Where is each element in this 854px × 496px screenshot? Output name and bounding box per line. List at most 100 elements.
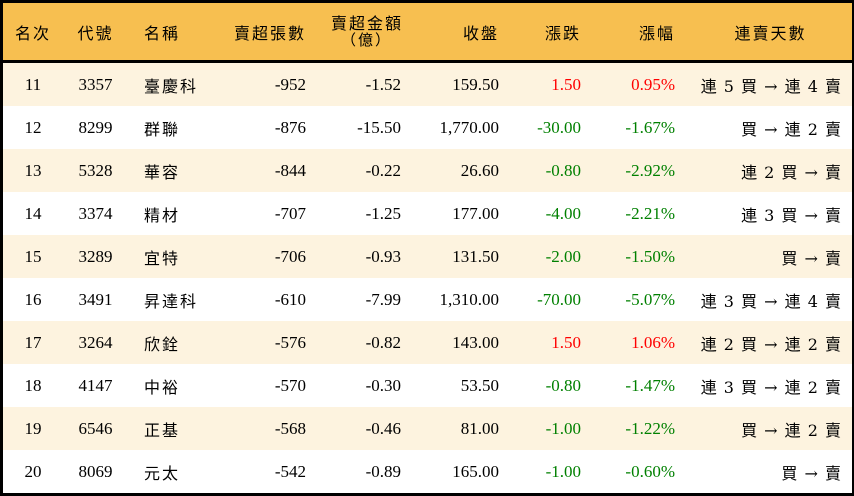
change-pct-cell: 0.95%	[631, 74, 675, 94]
change-pct-cell: -0.60%	[625, 461, 675, 481]
change-pct-cell: -1.50%	[625, 246, 675, 266]
header-rank[interactable]: 名次	[14, 23, 51, 43]
rank-cell: 17	[24, 332, 42, 352]
net-sell-ranking-table: 名次 代號 名稱 賣超張數 賣超金額 （億） 收盤 漲跌 漲幅 連賣天數 11 3…	[3, 3, 852, 493]
name-cell: 華容	[144, 162, 181, 182]
table-row[interactable]: 13 5328 華容 -844 -0.22 26.60 -0.80 -2.92% 連 2 買 →…	[3, 149, 852, 192]
rank-cell: 19	[24, 418, 42, 438]
header-streak[interactable]: 連賣天數	[734, 23, 807, 43]
header-change-pct[interactable]: 漲幅	[638, 23, 675, 43]
change-cell: -1.00	[545, 461, 581, 481]
header-change[interactable]: 漲跌	[544, 23, 581, 43]
net-sell-lots-cell: -542	[274, 461, 306, 481]
close-cell: 1,770.00	[439, 117, 500, 137]
code-cell: 4147	[78, 375, 113, 395]
table-row[interactable]: 19 6546 正基 -568 -0.46 81.00 -1.00 -1.22% 買 → 連 2…	[3, 407, 852, 450]
header-net-sell-amount-label: 賣超金額	[330, 13, 403, 33]
close-cell: 81.00	[460, 418, 499, 438]
net-sell-amount-cell: -7.99	[365, 289, 401, 309]
name-cell: 元太	[144, 463, 181, 483]
streak-cell: 連 3 買 → 賣	[741, 205, 842, 225]
change-cell: 1.50	[551, 332, 581, 352]
net-sell-amount-cell: -0.22	[365, 160, 401, 180]
close-cell: 131.50	[452, 246, 499, 266]
change-cell: -0.80	[545, 160, 581, 180]
header-row: 名次 代號 名稱 賣超張數 賣超金額 （億） 收盤 漲跌 漲幅 連賣天數	[3, 3, 852, 60]
streak-cell: 買 → 連 2 賣	[741, 119, 842, 139]
rank-cell: 18	[24, 375, 42, 395]
rank-cell: 15	[24, 246, 42, 266]
net-sell-lots-cell: -706	[274, 246, 306, 266]
net-sell-amount-cell: -0.93	[365, 246, 401, 266]
table-row[interactable]: 17 3264 欣銓 -576 -0.82 143.00 1.50 1.06% 連 2 買 → …	[3, 321, 852, 364]
change-cell: -30.00	[537, 117, 581, 137]
streak-cell: 連 3 買 → 連 2 賣	[700, 377, 842, 397]
code-cell: 3357	[78, 74, 113, 94]
change-cell: -70.00	[537, 289, 581, 309]
change-pct-cell: -1.67%	[625, 117, 675, 137]
streak-cell: 買 → 賣	[781, 463, 842, 483]
header-net-sell-lots[interactable]: 賣超張數	[233, 23, 306, 43]
rank-cell: 11	[24, 74, 42, 94]
header-net-sell-amount-unit: （億）	[340, 30, 392, 49]
change-pct-cell: 1.06%	[631, 332, 675, 352]
net-sell-amount-cell: -0.82	[365, 332, 401, 352]
change-pct-cell: -1.47%	[625, 375, 675, 395]
header-name[interactable]: 名稱	[144, 23, 181, 43]
net-sell-lots-cell: -707	[274, 203, 306, 223]
code-cell: 6546	[78, 418, 113, 438]
name-cell: 正基	[144, 420, 181, 440]
net-sell-amount-cell: -0.30	[365, 375, 401, 395]
streak-cell: 連 2 買 → 連 2 賣	[700, 334, 842, 354]
rank-cell: 13	[24, 160, 42, 180]
change-cell: -0.80	[545, 375, 581, 395]
header-close[interactable]: 收盤	[462, 23, 499, 43]
table-row[interactable]: 14 3374 精材 -707 -1.25 177.00 -4.00 -2.21% 連 3 買 …	[3, 192, 852, 235]
name-cell: 臺慶科	[144, 76, 199, 96]
table-row[interactable]: 20 8069 元太 -542 -0.89 165.00 -1.00 -0.60% 買 → 賣	[3, 450, 852, 493]
streak-cell: 連 2 買 → 賣	[741, 162, 842, 182]
rank-cell: 20	[24, 461, 42, 481]
name-cell: 群聯	[144, 119, 181, 139]
net-sell-amount-cell: -1.52	[365, 74, 401, 94]
name-cell: 中裕	[144, 377, 181, 397]
close-cell: 1,310.00	[439, 289, 500, 309]
header-divider	[3, 60, 852, 63]
streak-cell: 買 → 賣	[781, 248, 842, 268]
header-net-sell-amount[interactable]: 賣超金額 （億）	[312, 3, 407, 60]
change-cell: 1.50	[551, 74, 581, 94]
net-sell-lots-cell: -876	[274, 117, 306, 137]
table-row[interactable]: 16 3491 昇達科 -610 -7.99 1,310.00 -70.00 -5.07% 連 …	[3, 278, 852, 321]
rank-cell: 14	[24, 203, 42, 223]
table-row[interactable]: 18 4147 中裕 -570 -0.30 53.50 -0.80 -1.47% 連 3 買 →…	[3, 364, 852, 407]
code-cell: 3289	[78, 246, 113, 266]
table-row[interactable]: 15 3289 宜特 -706 -0.93 131.50 -2.00 -1.50% 買 → 賣	[3, 235, 852, 278]
streak-cell: 連 5 買 → 連 4 賣	[700, 76, 842, 96]
net-sell-amount-cell: -0.89	[365, 461, 401, 481]
net-sell-lots-cell: -570	[274, 375, 306, 395]
change-pct-cell: -2.21%	[625, 203, 675, 223]
close-cell: 26.60	[460, 160, 499, 180]
change-cell: -4.00	[545, 203, 581, 223]
close-cell: 177.00	[452, 203, 499, 223]
net-sell-lots-cell: -576	[274, 332, 306, 352]
rank-cell: 12	[24, 117, 42, 137]
name-cell: 精材	[144, 205, 181, 225]
name-cell: 昇達科	[144, 291, 199, 311]
streak-cell: 連 3 買 → 連 4 賣	[700, 291, 842, 311]
net-sell-amount-cell: -15.50	[357, 117, 401, 137]
name-cell: 宜特	[144, 248, 181, 268]
code-cell: 3264	[78, 332, 113, 352]
net-sell-lots-cell: -610	[274, 289, 306, 309]
net-sell-amount-cell: -0.46	[365, 418, 401, 438]
table-row[interactable]: 11 3357 臺慶科 -952 -1.52 159.50 1.50 0.95% 連 5 買 →…	[3, 63, 852, 106]
close-cell: 165.00	[452, 461, 499, 481]
header-code[interactable]: 代號	[77, 23, 114, 43]
code-cell: 3374	[78, 203, 113, 223]
table-row[interactable]: 12 8299 群聯 -876 -15.50 1,770.00 -30.00 -1.67% 買 …	[3, 106, 852, 149]
rank-cell: 16	[24, 289, 42, 309]
code-cell: 8069	[78, 461, 113, 481]
code-cell: 3491	[78, 289, 113, 309]
net-sell-amount-cell: -1.25	[365, 203, 401, 223]
